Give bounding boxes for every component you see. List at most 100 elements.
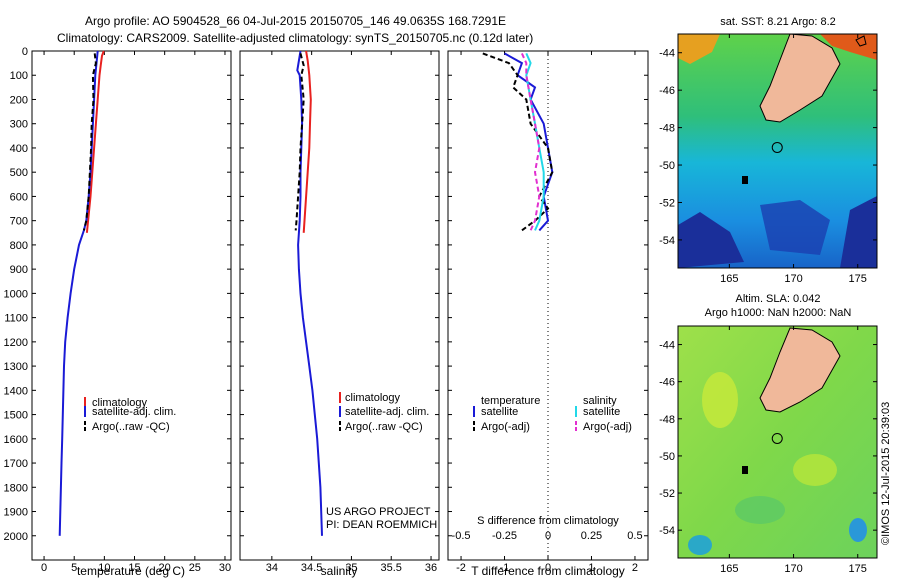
lat-tick-label: -54	[659, 235, 675, 247]
series-line	[482, 52, 554, 232]
xtick-label: 15	[128, 562, 140, 574]
legend-label-sal-satellite: satellite	[583, 406, 620, 418]
sla-map-title-2: Argo h1000: NaN h2000: NaN	[705, 307, 852, 319]
lon-tick-label: 170	[784, 273, 802, 285]
ytick-label: 800	[10, 240, 28, 252]
sst-warm-patch	[678, 34, 720, 64]
ytick-label: 300	[10, 119, 28, 131]
lon-tick-label: 165	[720, 273, 738, 285]
salinity-legend: climatology satellite-adj. clim. Argo(..…	[339, 392, 429, 433]
xtick-label: 10	[98, 562, 110, 574]
ytick-label: 100	[10, 70, 28, 82]
ytick-label: 500	[10, 167, 28, 179]
xtick-label: 1	[588, 562, 594, 574]
lat-tick-label: -48	[659, 123, 675, 135]
sla-lon-ticks: 165 170 175	[720, 326, 867, 575]
sst-lon-ticks: 165 170 175	[720, 34, 867, 285]
lat-tick-label: -50	[659, 451, 675, 463]
series-line	[520, 52, 541, 231]
series-line	[504, 52, 554, 232]
header-line1: Argo profile: AO 5904528_66 04-Jul-2015 …	[85, 14, 506, 28]
ytick-label: 1100	[4, 313, 28, 325]
legend-label-temp-satellite: satellite	[481, 406, 518, 418]
legend-label-sal-argo: Argo(-adj)	[583, 421, 632, 433]
lat-tick-label: -52	[659, 488, 675, 500]
sla-anomaly-blob	[849, 518, 867, 542]
sst-cold-patch	[760, 200, 830, 255]
xtick-label: -2	[456, 562, 466, 574]
temperature-xlabel: temperature (deg C)	[77, 564, 185, 578]
new-zealand-landmass	[759, 327, 841, 413]
imos-stamp: ©IMOS 12-Jul-2015 20:39:03	[880, 402, 892, 545]
argo-float-marker	[771, 141, 783, 153]
lon-tick-label: 175	[849, 563, 867, 575]
xtick-label: -1	[500, 562, 510, 574]
sla-anomaly-blob	[793, 454, 837, 486]
sla-map-title-1: Altim. SLA: 0.042	[736, 293, 821, 305]
temperature-axes-box	[31, 50, 232, 561]
sla-anomaly-blob	[702, 372, 738, 428]
salinity-axes-box	[239, 50, 440, 561]
xtick-label: 30	[219, 562, 231, 574]
pi-label: PI: DEAN ROEMMICH	[326, 519, 437, 531]
ytick-label: 1200	[4, 337, 28, 349]
series-line	[294, 53, 305, 231]
lat-tick-label: -46	[659, 85, 675, 97]
sla-anomaly-blob	[688, 535, 712, 555]
sst-cold-patch	[840, 196, 877, 268]
lon-tick-label: 175	[849, 273, 867, 285]
ytick-label: 400	[10, 143, 28, 155]
sla-map-frame	[677, 325, 878, 559]
legend-title-temperature: temperature	[481, 395, 540, 407]
ytick-label: 1500	[4, 410, 28, 422]
series-line	[296, 50, 323, 536]
salinity-xlabel: salinity	[321, 564, 358, 578]
x2tick-label: 0.5	[627, 530, 642, 542]
series-line	[85, 50, 105, 233]
ytick-label: 200	[10, 94, 28, 106]
auckland-islands	[742, 176, 748, 184]
ytick-label: 1900	[4, 507, 28, 519]
lat-tick-label: -48	[659, 414, 675, 426]
header-line2: Climatology: CARS2009. Satellite-adjuste…	[57, 31, 533, 45]
t-difference-label: T difference from climatology	[471, 564, 625, 578]
xtick-label: 0	[545, 562, 551, 574]
ytick-label: 900	[10, 264, 28, 276]
auckland-islands	[742, 466, 748, 474]
lat-tick-label: -54	[659, 525, 675, 537]
xtick-label: 36	[425, 562, 437, 574]
depth-yticks: 0 100 200 300 400 500 600 700 800 900 1000 1100 1200…	[4, 46, 648, 543]
s-difference-label: S difference from climatology	[477, 515, 619, 527]
sst-map: sat. SST: 8.21 Argo: 8.2 -44 -46 -48 -50 -52…	[659, 16, 878, 285]
legend-label-temp-argo: Argo(-adj)	[481, 421, 530, 433]
salinity-xticks: 34 34.5 35 35.5 36	[266, 51, 437, 574]
ytick-label: 1000	[4, 288, 28, 300]
ytick-label: 600	[10, 191, 28, 203]
sla-anomaly-blob	[735, 496, 785, 524]
xtick-label: 25	[189, 562, 201, 574]
sst-lat-ticks: -44 -46 -48 -50 -52 -54	[659, 48, 877, 247]
xtick-label: 20	[159, 562, 171, 574]
difference-series	[482, 52, 554, 232]
legend-label-climatology: climatology	[345, 392, 401, 404]
legend-label-satellite: satellite-adj. clim.	[345, 406, 429, 418]
ytick-label: 1600	[4, 434, 28, 446]
temperature-xticks: 0 5 10 15 20 25 30	[41, 51, 231, 574]
salinity-panel: 34 34.5 35 35.5 36 salinity climatology sate…	[239, 50, 440, 578]
xtick-label: 35	[345, 562, 357, 574]
xtick-label: 2	[632, 562, 638, 574]
lat-tick-label: -44	[659, 48, 675, 60]
x2tick-label: 0.25	[581, 530, 602, 542]
temperature-series	[58, 50, 105, 536]
lon-tick-label: 165	[720, 563, 738, 575]
x2tick-label: -0.5	[452, 530, 471, 542]
difference-legend: temperature satellite Argo(-adj) salinit…	[473, 395, 632, 433]
sst-cold-patch	[678, 212, 744, 268]
sst-map-frame	[677, 33, 878, 269]
ytick-label: 1700	[4, 458, 28, 470]
ytick-label: 1800	[4, 482, 28, 494]
legend-label-satellite: satellite-adj. clim.	[92, 406, 176, 418]
legend-title-salinity: salinity	[583, 395, 617, 407]
